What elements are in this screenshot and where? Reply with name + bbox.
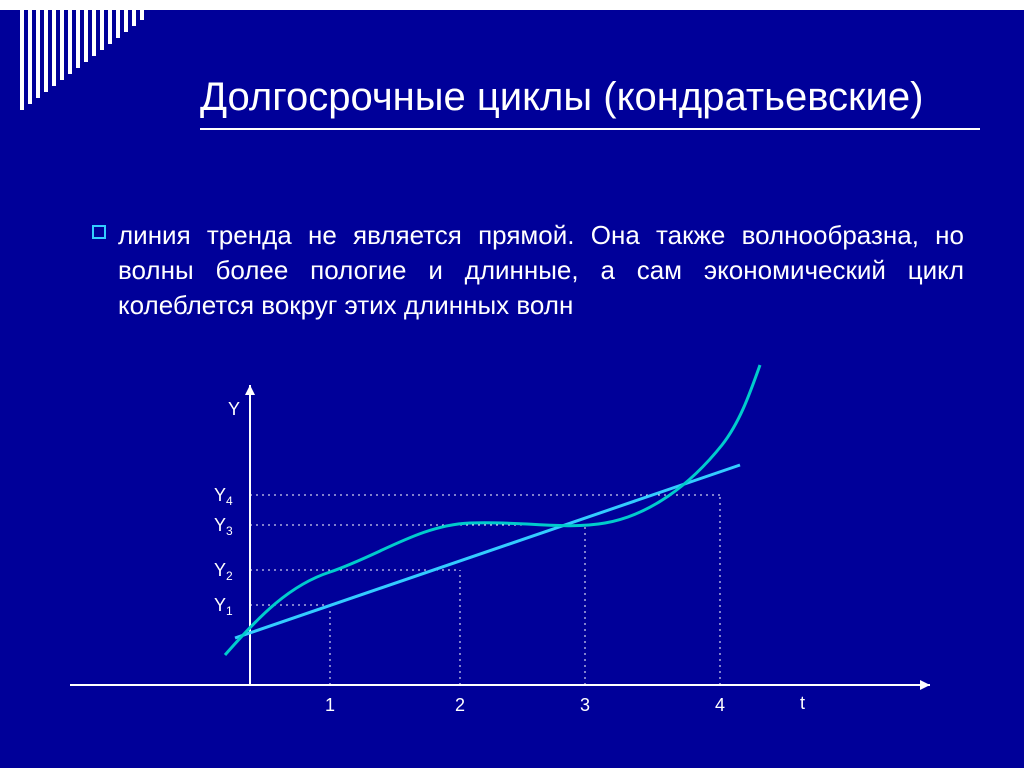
svg-text:Y4: Y4 [214, 485, 233, 508]
svg-text:Y1: Y1 [214, 595, 233, 618]
title-underline [200, 128, 980, 130]
body-paragraph: линия тренда не является прямой. Она так… [118, 218, 964, 323]
title-block: Долгосрочные циклы (кондратьевские) [200, 72, 964, 130]
svg-text:4: 4 [715, 695, 725, 715]
svg-text:2: 2 [455, 695, 465, 715]
decorative-bars [20, 10, 144, 110]
svg-text:Y: Y [228, 399, 240, 419]
svg-text:t: t [800, 693, 805, 713]
svg-text:3: 3 [580, 695, 590, 715]
top-bar [0, 0, 1024, 10]
svg-text:1: 1 [325, 695, 335, 715]
bullet-icon [92, 225, 106, 239]
svg-text:Y2: Y2 [214, 560, 233, 583]
chart: Yt 1 2 3 4 Y1 Y2 Y3 Y4 [30, 355, 950, 755]
svg-text:Y3: Y3 [214, 515, 233, 538]
slide-title: Долгосрочные циклы (кондратьевские) [200, 72, 964, 122]
